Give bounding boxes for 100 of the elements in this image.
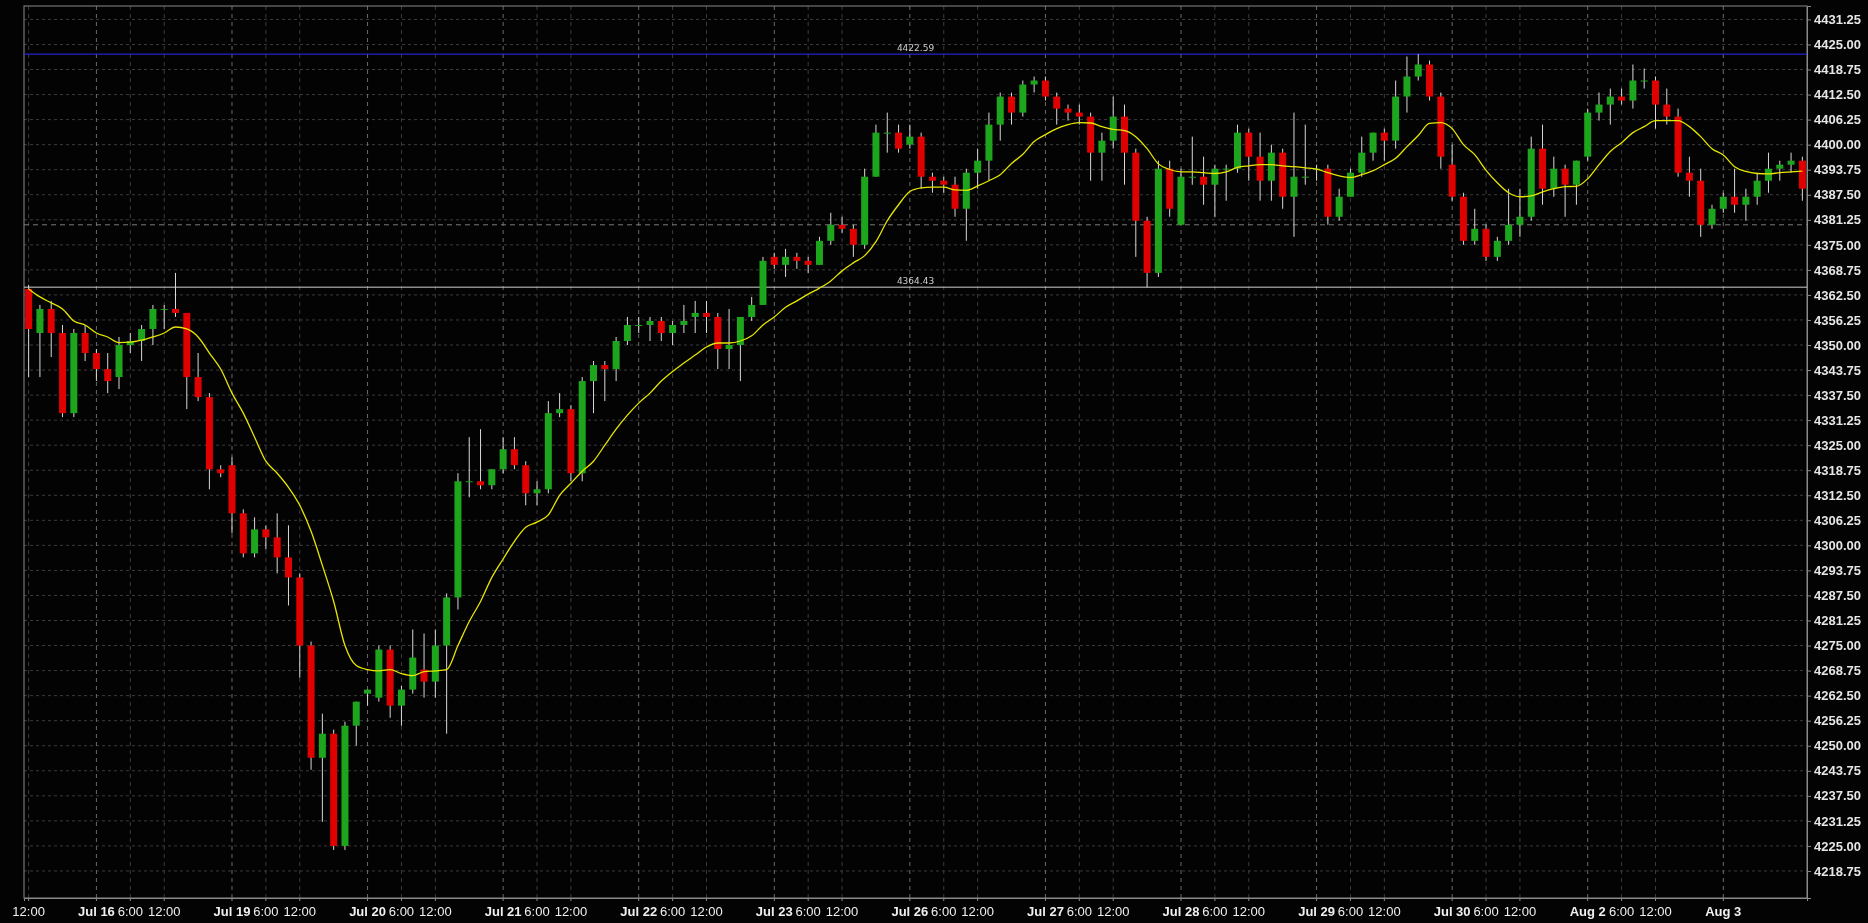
y-tick-label: 4343.75 [1814,362,1861,378]
candlestick [849,224,857,258]
x-tick-label: Jul 22 [620,903,658,919]
y-tick-label: 4356.25 [1814,312,1861,328]
x-tick-label: 12:00 [1503,903,1537,919]
candlestick [1064,104,1072,122]
y-tick-label: 4218.75 [1814,863,1861,879]
y-tick-label: 4431.25 [1814,12,1861,28]
candlestick [635,316,643,334]
candlestick [284,524,292,606]
y-tick-label: 4287.50 [1814,588,1861,604]
candlestick [1776,160,1784,182]
candlestick [138,324,146,362]
y-tick-label: 4293.75 [1814,563,1861,579]
y-tick-label: 4368.75 [1814,262,1861,278]
x-tick-label: Jul 28 [1162,903,1200,919]
candlestick [1629,64,1637,110]
x-tick-label: 6:00 [1202,903,1228,919]
y-tick-label: 4225.00 [1814,838,1861,854]
candlestick [680,304,688,334]
x-tick-label: 12:00 [1639,903,1672,919]
candlestick [1787,152,1795,174]
candlestick [1663,88,1671,126]
candlestick [1606,88,1614,126]
candlestick [974,148,982,190]
candlestick [1200,156,1208,206]
candlestick [601,360,609,402]
candlestick [262,524,270,550]
candlestick [623,316,631,346]
candlestick [477,428,485,490]
candlestick [782,248,790,278]
x-tick-label: 12:00 [825,903,859,919]
candlestick [669,320,677,346]
x-tick-label: 12:00 [12,903,45,919]
candlestick [556,392,564,418]
y-tick-label: 4262.50 [1814,688,1861,704]
candlestick [1335,188,1343,222]
y-tick-label: 4318.75 [1814,462,1861,478]
x-tick-label: 6:00 [795,903,821,919]
candlestick [590,360,598,414]
candlestick [273,512,281,574]
y-tick-label: 4337.50 [1814,387,1861,403]
x-tick-label: 6:00 [253,903,279,919]
x-tick-label: 12:00 [1232,903,1266,919]
candlestick [702,300,710,334]
candlestick [1719,192,1727,214]
candlestick [1188,136,1196,186]
candlestick [1708,204,1716,230]
candlestick [1301,124,1309,186]
candlestick [928,172,936,194]
x-tick-label: 6:00 [1337,903,1364,919]
candlestick [883,112,891,154]
candlestick [1550,156,1558,198]
y-tick-label: 4256.25 [1814,713,1861,729]
x-tick-label: Aug 3 [1705,903,1742,919]
ref-line-label: 4364.43 [896,276,935,287]
x-tick-label: 12:00 [554,903,588,919]
candlestick [906,124,914,150]
candlestick [1098,132,1106,182]
y-tick-label: 4325.00 [1814,437,1861,453]
candlestick [104,352,112,394]
y-tick-label: 4243.75 [1814,763,1861,779]
candlestick [1358,136,1366,178]
candlestick [533,480,541,506]
candlestick [895,124,903,154]
candlestick [1516,188,1524,238]
x-tick-label: 6:00 [388,903,415,919]
x-tick-label: 12:00 [690,903,723,919]
x-tick-label: Jul 19 [213,903,251,919]
candlestick [1369,132,1377,162]
candlestick [160,304,168,330]
candlestick [1211,164,1219,218]
candlestick [725,308,733,370]
candlestick [657,316,665,342]
candlestick [1380,128,1388,162]
y-tick-label: 4393.75 [1814,162,1861,178]
y-tick-label: 4381.25 [1814,212,1861,228]
candlestick [1290,112,1298,238]
candlestick [1640,68,1648,90]
y-tick-label: 4331.25 [1814,412,1861,428]
x-tick-label: Jul 16 [77,903,115,919]
x-tick-label: Jul 27 [1026,903,1064,919]
y-tick-label: 4400.00 [1814,137,1861,153]
candlestick [1414,53,1422,82]
candlestick [1742,188,1750,222]
y-tick-label: 4387.50 [1814,187,1861,203]
candlestick [149,304,157,346]
x-tick-label: Jul 29 [1298,903,1335,919]
candlestick [499,436,507,474]
x-tick-label: Jul 30 [1433,903,1471,919]
x-tick-label: Jul 23 [755,903,793,919]
x-tick-label: 6:00 [1473,903,1499,919]
candlestick [1505,188,1513,246]
y-tick-label: 4350.00 [1814,337,1861,353]
y-tick-label: 4231.25 [1814,813,1861,829]
x-tick-label: 12:00 [1368,903,1401,919]
candlestick [646,316,654,342]
y-tick-label: 4418.75 [1814,62,1861,78]
ref-line-label: 4422.59 [896,43,935,54]
candlestick [92,348,100,382]
